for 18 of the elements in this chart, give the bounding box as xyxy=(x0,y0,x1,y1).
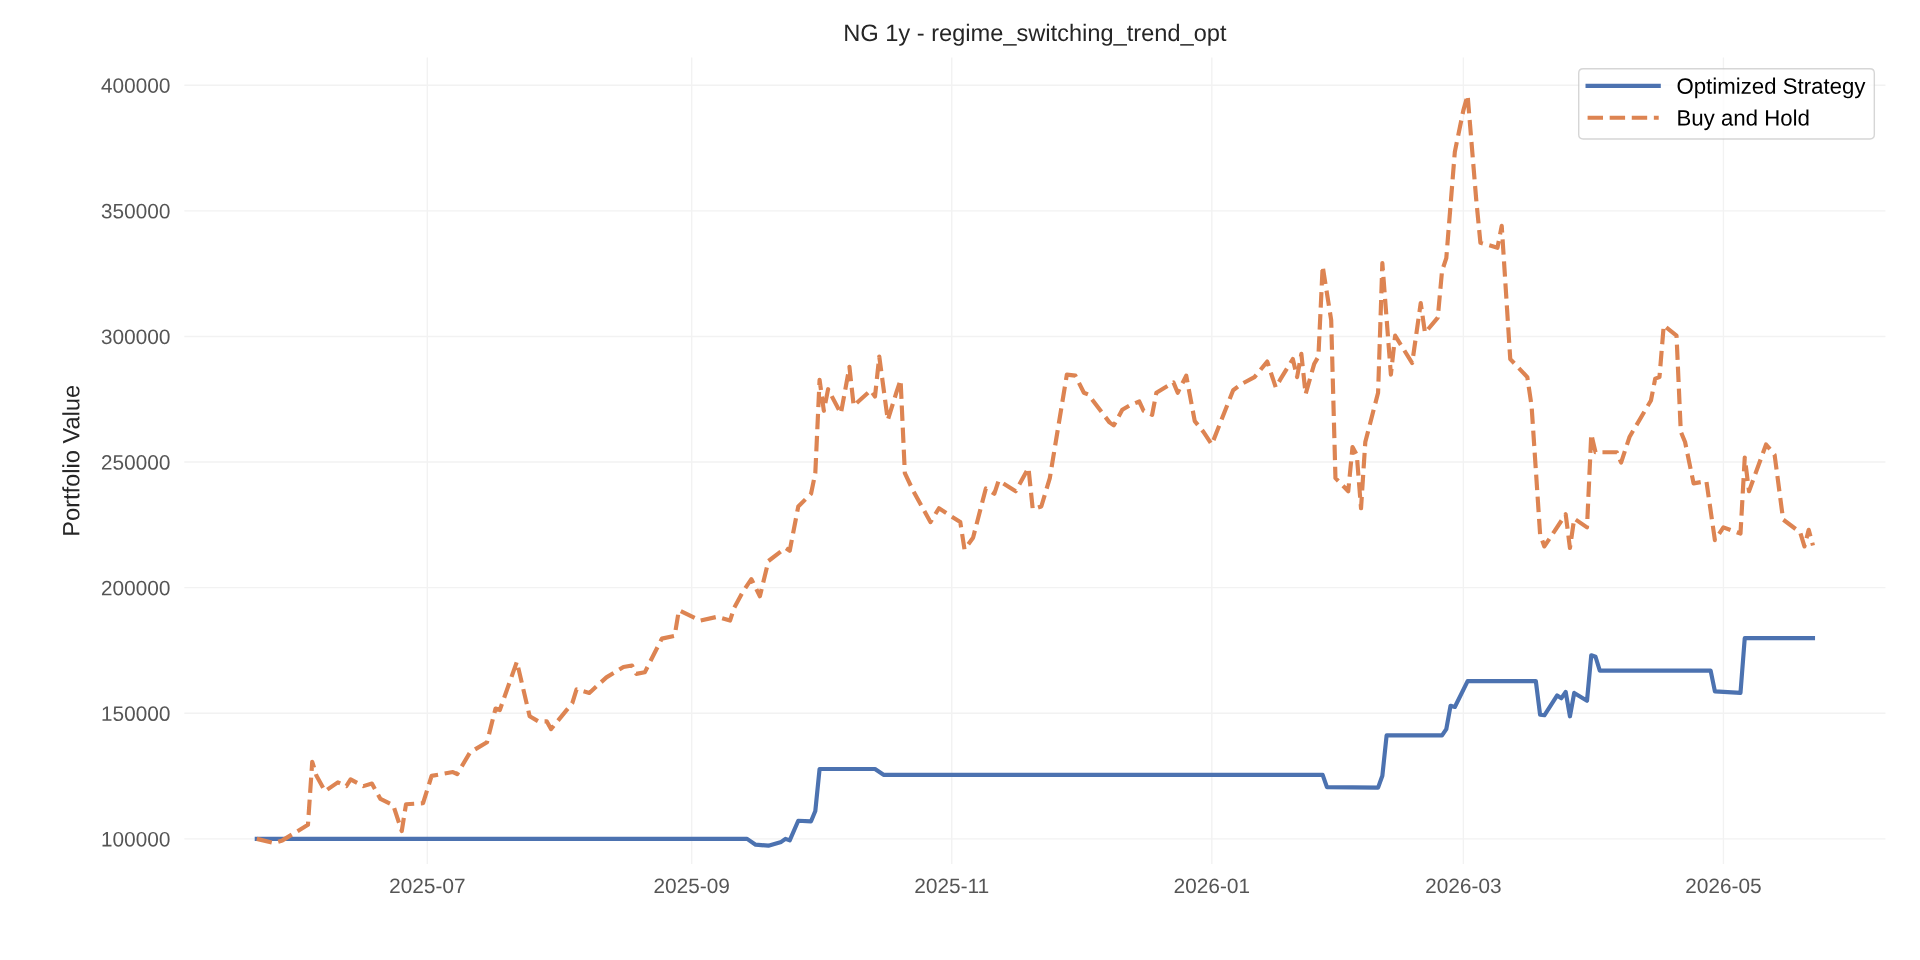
y-tick-label: 150000 xyxy=(102,706,170,722)
x-tick-label: 2025-09 xyxy=(654,878,729,894)
x-tick-label: 2026-05 xyxy=(1686,878,1761,894)
x-tick-label: 2026-01 xyxy=(1174,878,1250,894)
y-tick-label: 100000 xyxy=(102,831,170,847)
x-tick-label: 2025-11 xyxy=(915,878,989,894)
legend-label: Buy and Hold xyxy=(1678,109,1809,131)
x-tick-label: 2026-03 xyxy=(1426,878,1501,894)
y-tick-label: 300000 xyxy=(101,329,170,345)
y-axis-title: Portfolio Value xyxy=(62,385,80,535)
line-series xyxy=(254,636,1816,848)
legend-label: Optimized Strategy xyxy=(1677,77,1866,99)
y-tick-label: 200000 xyxy=(101,580,170,596)
chart-title: NG 1y - regime_switching_trend_opt xyxy=(845,23,1227,46)
y-tick-label: 250000 xyxy=(101,455,170,470)
x-tick-label: 2025-07 xyxy=(390,878,465,894)
y-tick-label: 350000 xyxy=(101,203,170,219)
y-tick-label: 400000 xyxy=(101,78,170,93)
